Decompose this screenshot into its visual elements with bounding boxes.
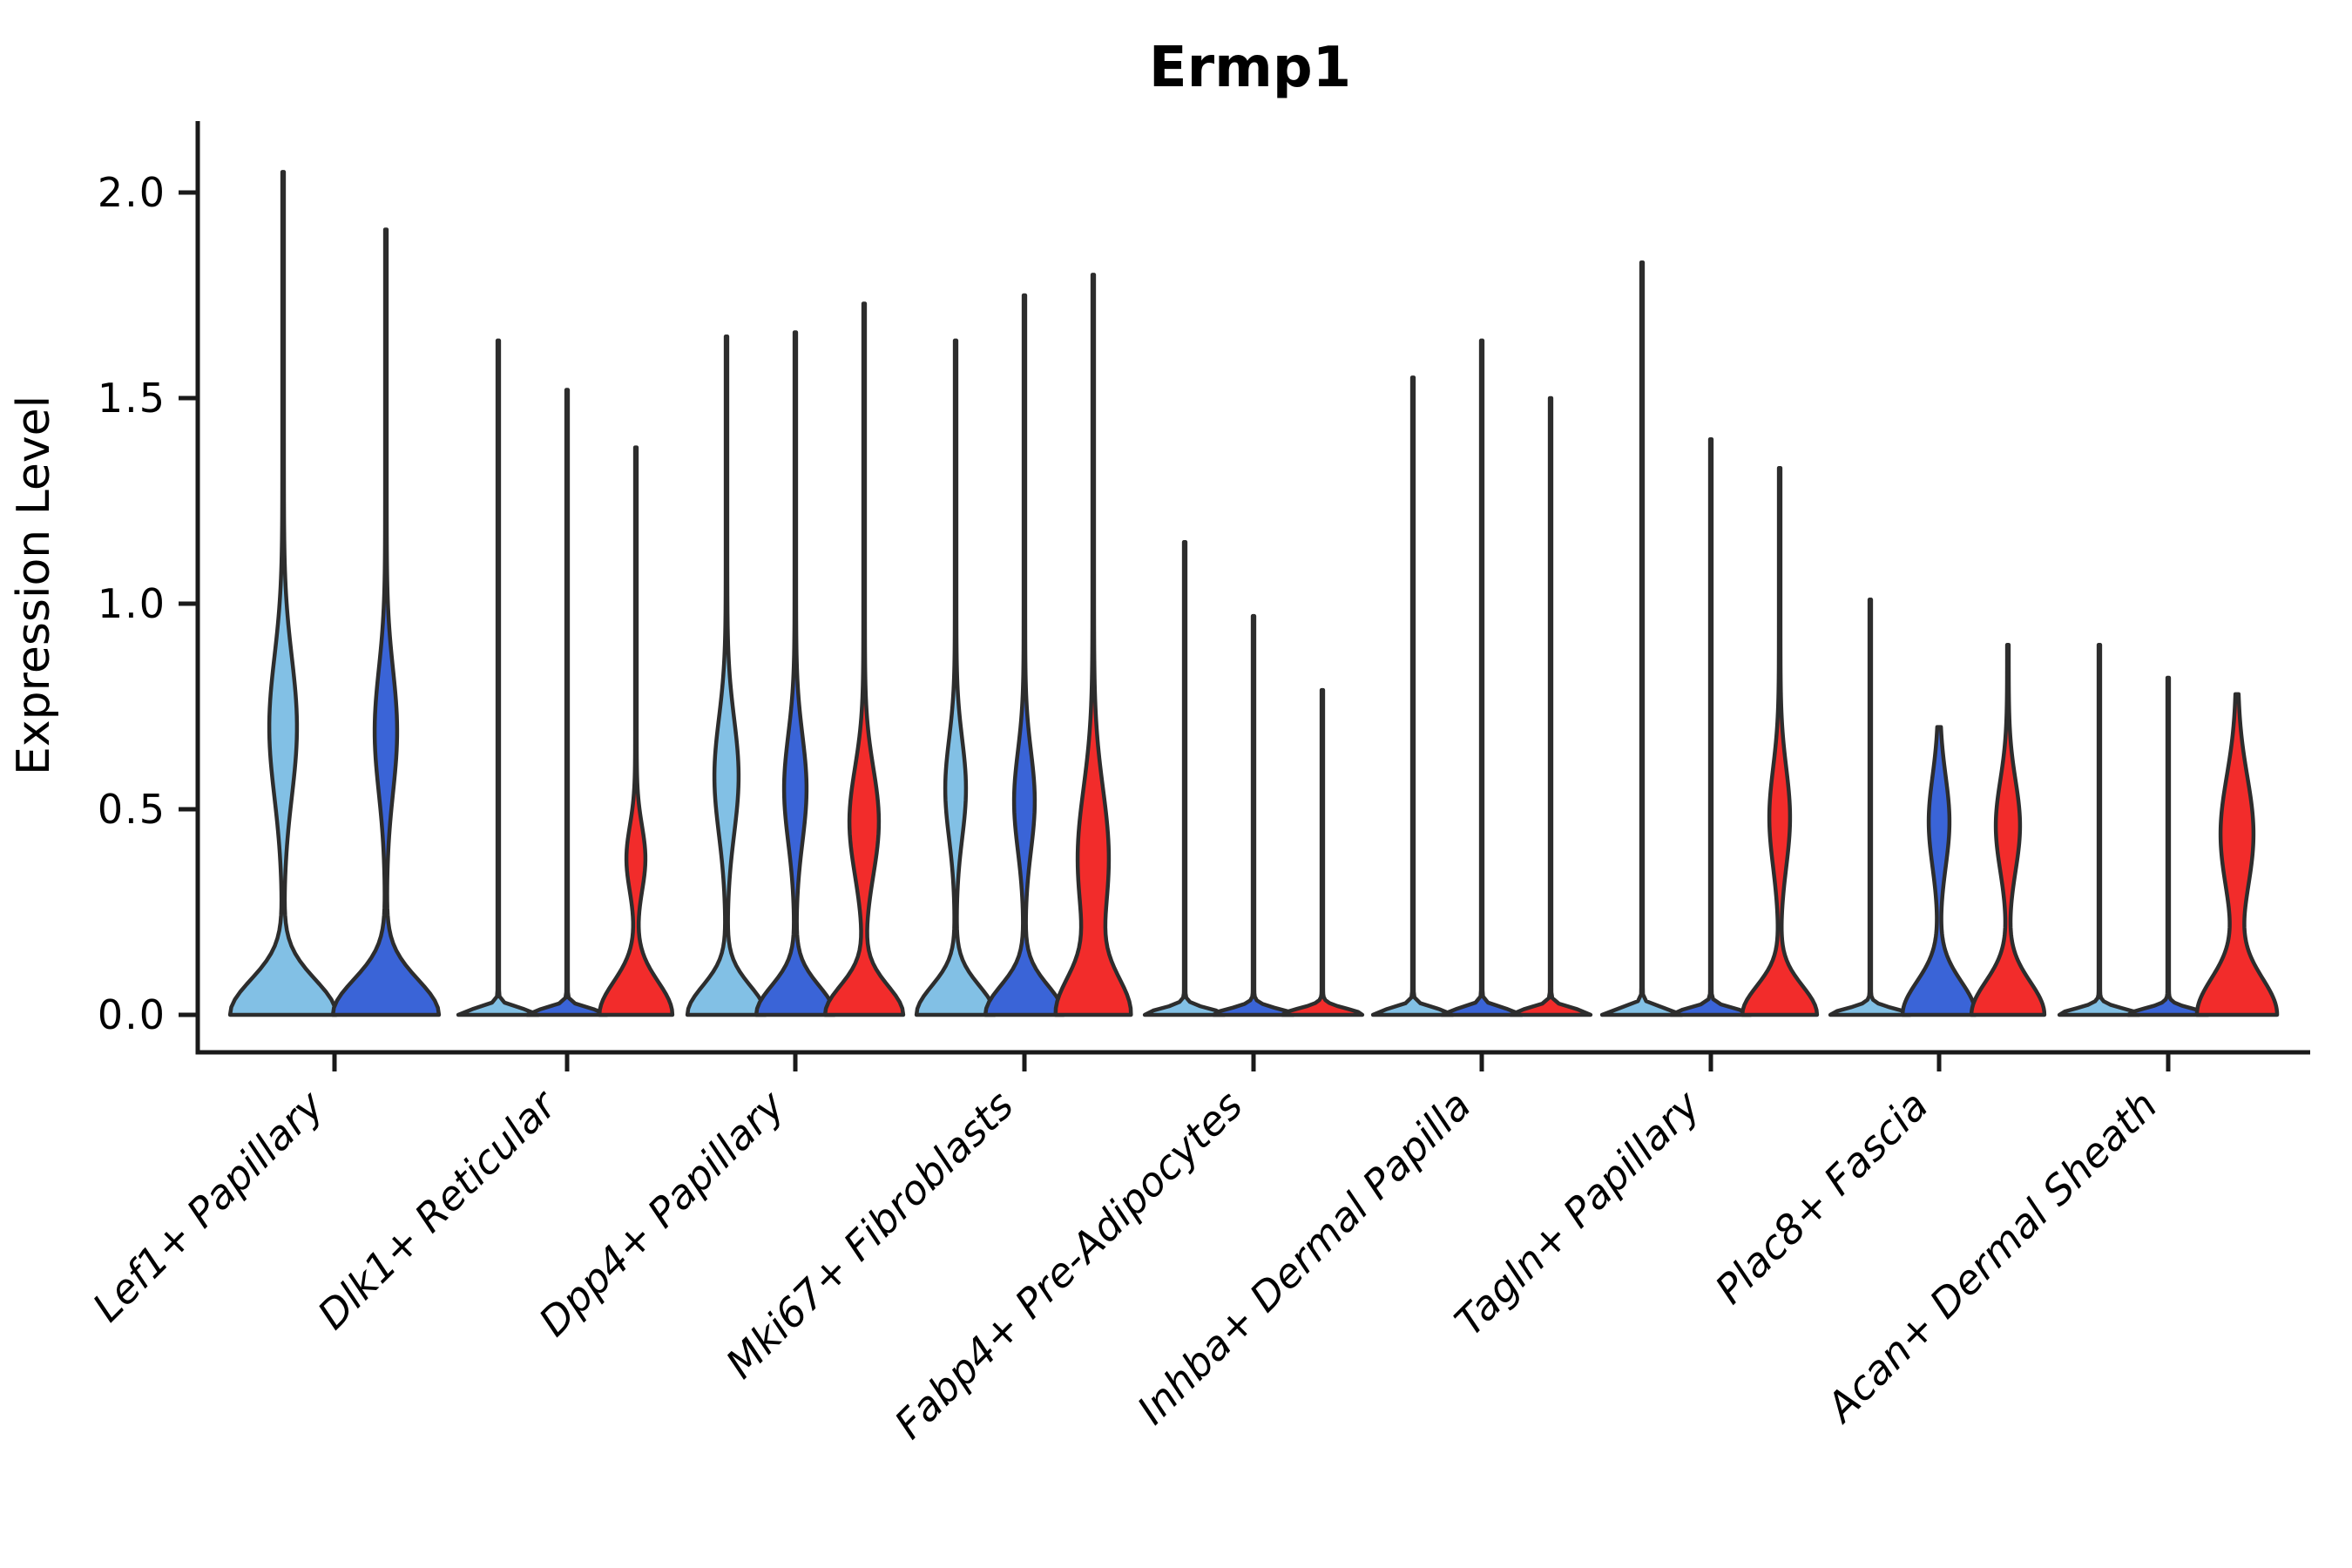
violins-layer [227,170,2280,1017]
violin-1-blue [524,388,610,1017]
x-tick-label-category-2: Dpp4+ Papillary [530,1081,794,1345]
violin-5-red [1508,395,1593,1017]
y-tick-label: 0.5 [98,786,166,833]
violin-4-blue [1211,613,1296,1017]
violin-2-light_blue [685,334,768,1017]
violin-0-blue [330,227,442,1017]
violin-5-blue [1439,338,1524,1017]
violin-4-light_blue [1142,539,1227,1017]
violin-6-light_blue [1599,260,1685,1017]
violin-3-red [1053,273,1133,1017]
chart-title: Ermp1 [1149,36,1351,100]
x-tick-label-category-7: Plac8+ Fascia [1706,1082,1936,1313]
violin-8-blue [2126,675,2211,1017]
y-tick-label: 1.5 [98,375,166,422]
violin-6-blue [1668,436,1754,1017]
x-tick-label-category-1: Dlk1+ Reticular [308,1079,567,1338]
x-tick-label-category-0: Lef1+ Papillary [84,1081,333,1330]
violin-2-blue [754,330,837,1017]
violin-5-light_blue [1370,375,1456,1017]
violin-3-light_blue [914,338,997,1017]
violin-2-red [822,301,906,1017]
violin-3-blue [983,293,1066,1017]
violin-8-light_blue [2057,642,2142,1017]
violin-7-red [1969,642,2047,1017]
violin-4-red [1280,687,1365,1017]
y-tick-label: 0.0 [98,991,166,1038]
y-tick-label: 2.0 [98,169,166,216]
violin-0-light_blue [227,170,339,1017]
violin-8-red [2194,692,2280,1017]
violin-1-light_blue [456,338,541,1017]
violin-6-red [1740,465,1820,1017]
y-axis-tick-labels: 0.0 0.5 1.0 1.5 2.0 [98,169,198,1038]
violin-7-blue [1900,725,1978,1017]
y-tick-label: 1.0 [98,580,166,627]
x-tick-label-category-6: Tagln+ Papillary [1445,1081,1709,1345]
violin-7-light_blue [1828,598,1913,1017]
violin-1-red [597,445,675,1017]
y-axis-label: Expression Level [8,395,60,775]
